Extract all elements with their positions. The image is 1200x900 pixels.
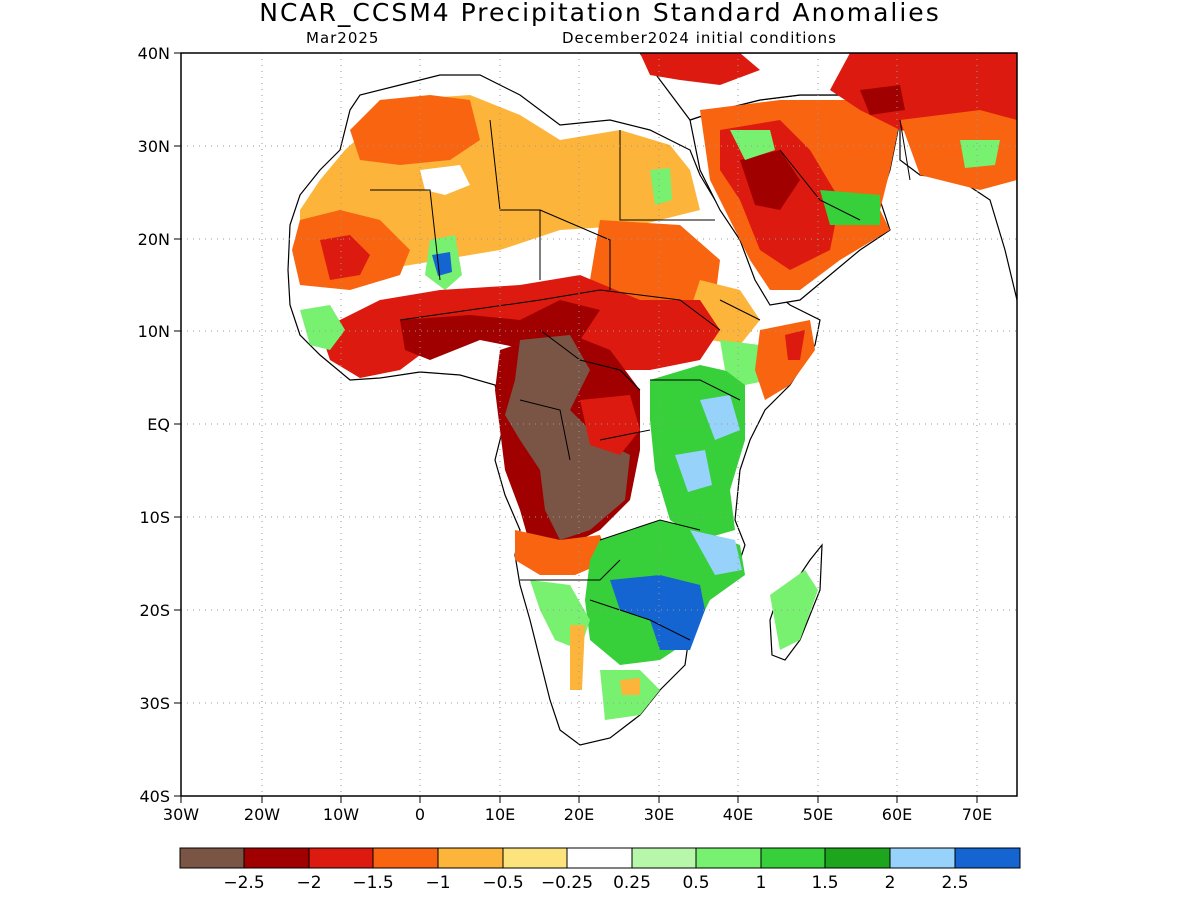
cb-swatch-13 bbox=[955, 848, 1020, 868]
lon-label-20e: 20E bbox=[563, 805, 595, 824]
lon-label-20w: 20W bbox=[243, 805, 281, 824]
cb-swatch-12 bbox=[890, 848, 955, 868]
lat-label-eq: EQ bbox=[147, 415, 170, 434]
map-frame bbox=[180, 52, 1018, 797]
lat-label-30s: 30S bbox=[139, 694, 170, 713]
cb-label-10: 1.5 bbox=[811, 873, 839, 893]
lon-label-30e: 30E bbox=[643, 805, 675, 824]
cb-label-11: 2 bbox=[884, 873, 896, 893]
cb-swatch-2 bbox=[244, 848, 309, 868]
cb-label-1: −2.5 bbox=[223, 873, 265, 893]
cb-label-2: −2 bbox=[296, 873, 322, 893]
cb-swatch-1 bbox=[180, 848, 244, 868]
lon-label-10w: 10W bbox=[322, 805, 360, 824]
lon-label-30w: 30W bbox=[162, 805, 200, 824]
cb-label-4: −1 bbox=[425, 873, 451, 893]
cb-swatch-9 bbox=[696, 848, 761, 868]
tick-marks bbox=[174, 52, 978, 803]
lon-label-60e: 60E bbox=[881, 805, 913, 824]
cb-swatch-4 bbox=[373, 848, 438, 868]
cb-label-5: −0.5 bbox=[482, 873, 524, 893]
lon-label-40e: 40E bbox=[722, 805, 754, 824]
cb-swatch-6 bbox=[503, 848, 567, 868]
cb-label-12: 2.5 bbox=[941, 873, 969, 893]
cb-label-7: 0.25 bbox=[613, 873, 651, 893]
lat-label-20n: 20N bbox=[137, 230, 170, 249]
forecast-month: Mar2025 bbox=[306, 29, 380, 47]
cb-swatch-3 bbox=[309, 848, 373, 868]
lat-label-20s: 20S bbox=[139, 601, 170, 620]
lon-label-10e: 10E bbox=[484, 805, 516, 824]
cb-label-3: −1.5 bbox=[352, 873, 394, 893]
cb-swatch-8 bbox=[632, 848, 696, 868]
lat-label-10n: 10N bbox=[137, 322, 170, 341]
gridlines bbox=[181, 53, 1017, 796]
cb-swatch-5 bbox=[438, 848, 503, 868]
lat-label-40s: 40S bbox=[139, 787, 170, 806]
colorbar bbox=[179, 847, 1021, 869]
cb-label-8: 0.5 bbox=[682, 873, 710, 893]
anomaly-field bbox=[287, 53, 1017, 746]
lat-label-10s: 10S bbox=[139, 508, 170, 527]
cb-label-6: −0.25 bbox=[540, 873, 594, 893]
initial-conditions-label: December2024 initial conditions bbox=[562, 29, 837, 47]
map-title: NCAR_CCSM4 Precipitation Standard Anomal… bbox=[259, 0, 941, 27]
cb-label-9: 1 bbox=[755, 873, 767, 893]
lat-label-30n: 30N bbox=[137, 137, 170, 156]
lat-label-40n: 40N bbox=[137, 44, 170, 63]
country-borders bbox=[370, 119, 911, 641]
cb-swatch-11 bbox=[825, 848, 890, 868]
lon-label-0: 0 bbox=[414, 805, 426, 824]
lon-label-70e: 70E bbox=[961, 805, 993, 824]
cb-swatch-7 bbox=[567, 848, 632, 868]
lon-label-50e: 50E bbox=[802, 805, 834, 824]
cb-swatch-10 bbox=[761, 848, 825, 868]
